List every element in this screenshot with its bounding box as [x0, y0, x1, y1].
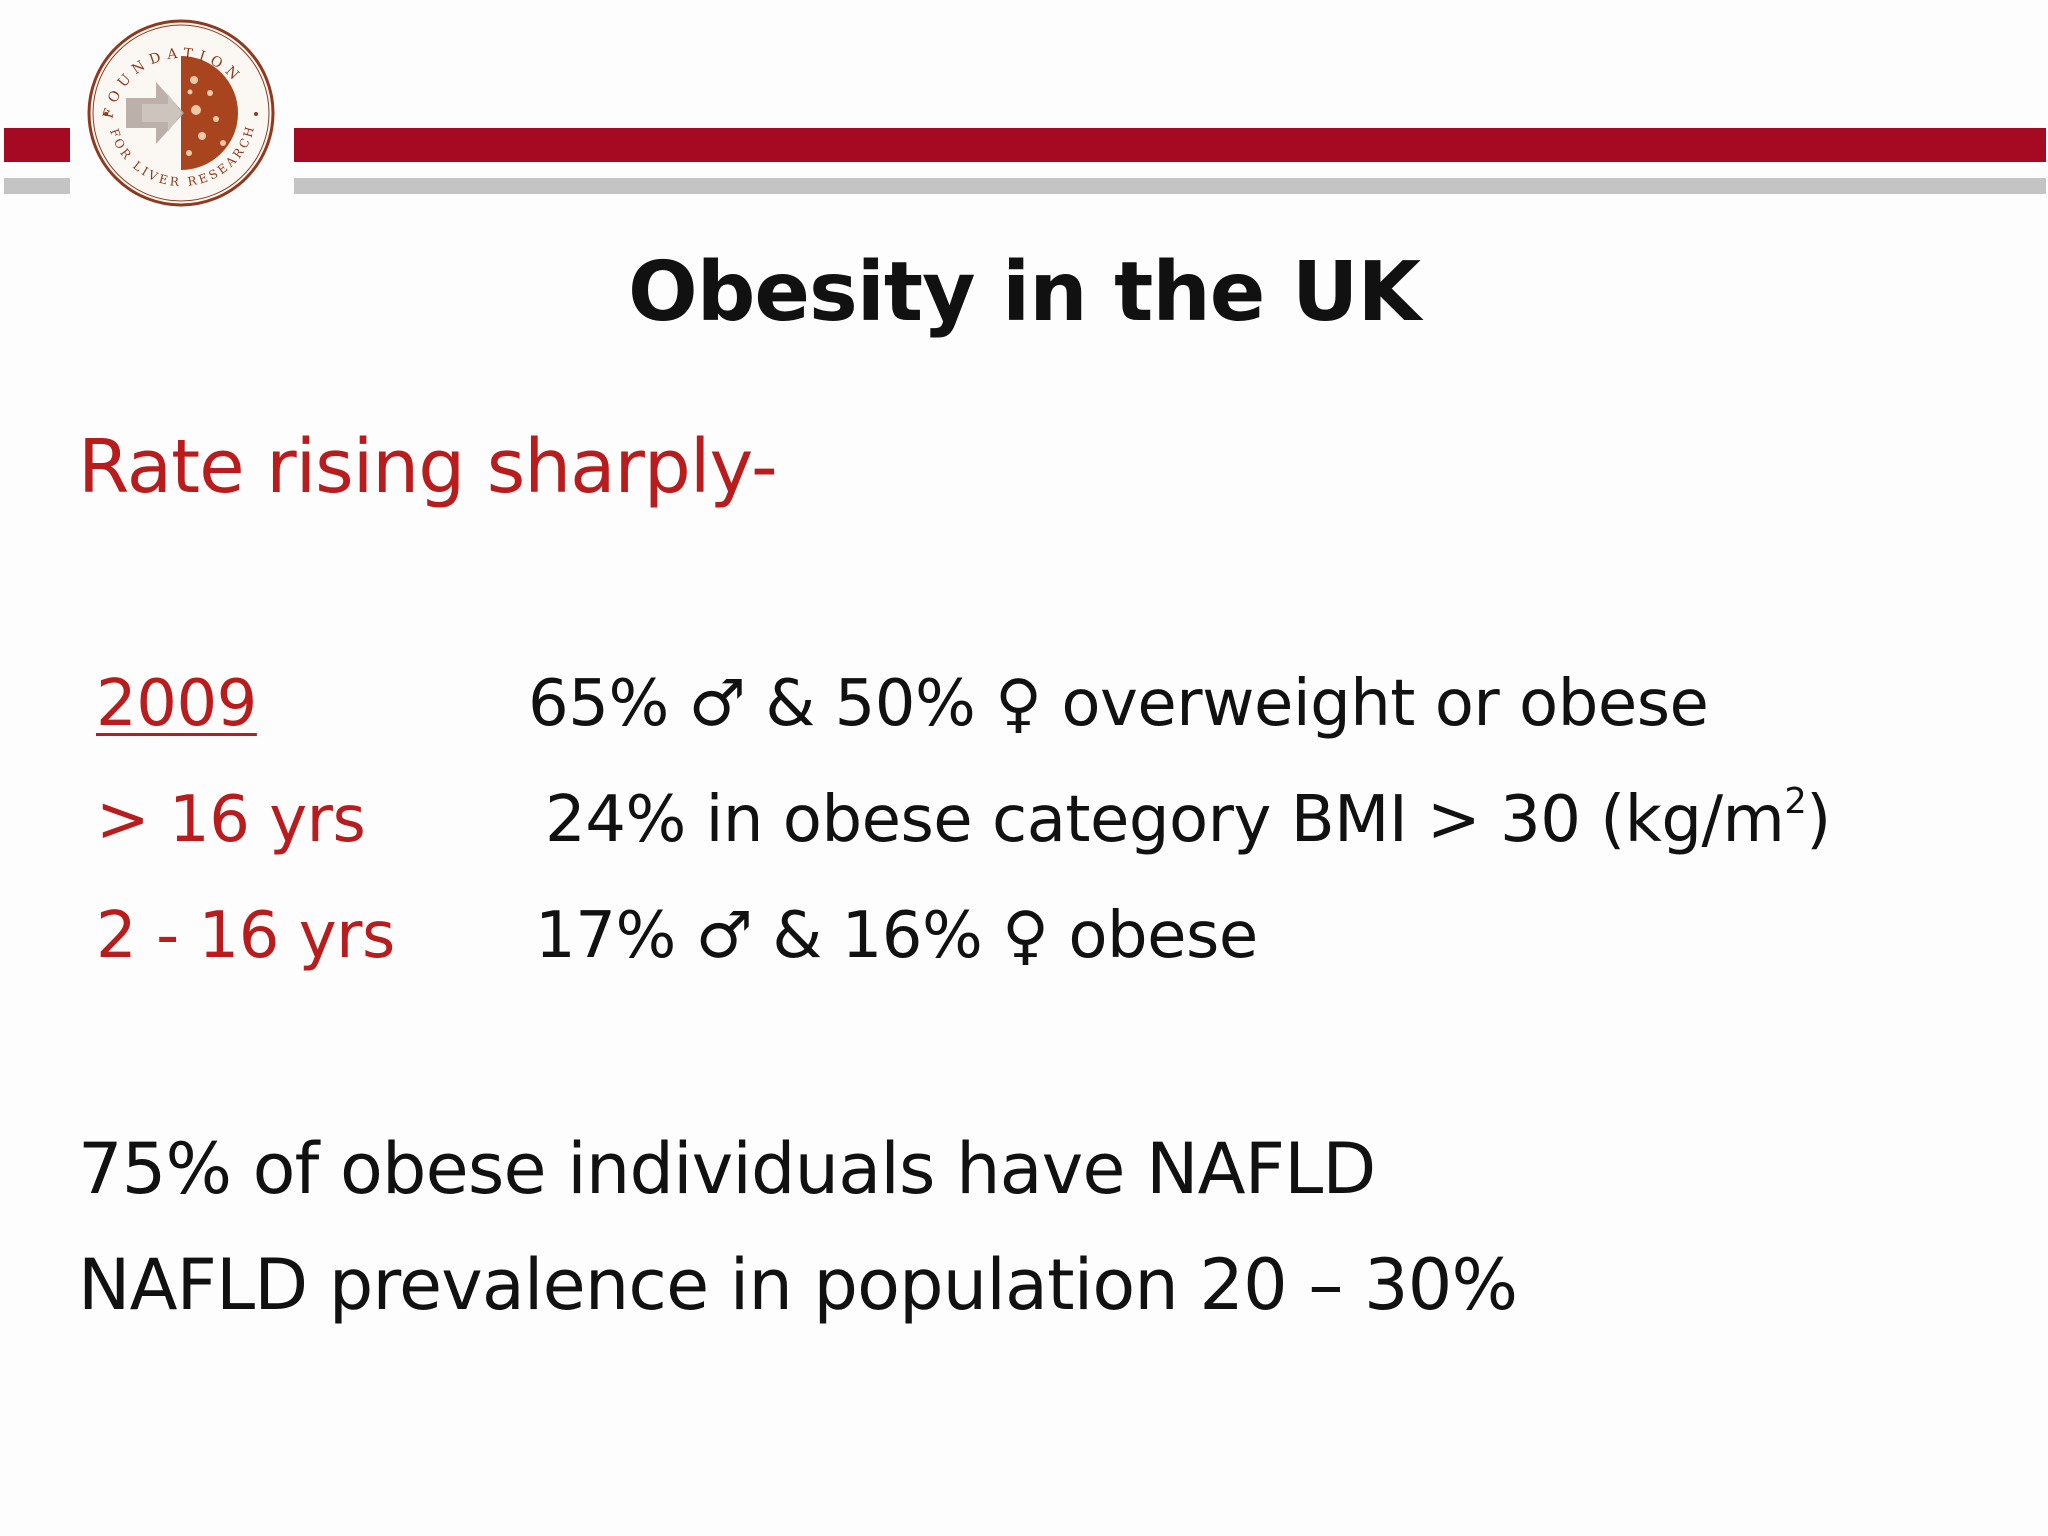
male-symbol-icon: ♂: [695, 899, 753, 973]
header-grey-bar-left: [4, 178, 70, 194]
row-value-2-16: 17% ♂ & 16% ♀ obese: [535, 904, 1258, 968]
foundation-logo: FOUNDATION FOR LIVER RESEARCH: [82, 18, 280, 208]
page-title: Obesity in the UK: [627, 245, 1421, 340]
header-grey-bar-right: [294, 178, 2046, 194]
logo-seal-icon: FOUNDATION FOR LIVER RESEARCH: [87, 19, 275, 207]
row-label-over-16: > 16 yrs: [96, 783, 366, 857]
row-value-mid: & 16%: [752, 899, 1003, 973]
header-red-bar-right: [294, 128, 2046, 162]
subtitle: Rate rising sharply-: [78, 424, 778, 510]
row-label-2-16: 2 - 16 yrs: [96, 899, 395, 973]
female-symbol-icon: ♀: [1002, 899, 1049, 973]
header-red-bar-left: [4, 128, 70, 162]
female-symbol-icon: ♀: [995, 667, 1042, 741]
row-value-over-16: 24% in obese category BMI > 30 (kg/m2): [545, 784, 1831, 852]
row-value-pre: 24% in obese category BMI > 30 (kg/m: [545, 783, 1785, 857]
row-value-pre: 17%: [535, 899, 696, 973]
male-symbol-icon: ♂: [688, 667, 746, 741]
row-value-post: obese: [1048, 899, 1258, 973]
row-value-mid: & 50%: [745, 667, 996, 741]
superscript: 2: [1784, 780, 1807, 822]
note-nafld-prevalence: NAFLD prevalence in population 20 – 30%: [78, 1244, 1518, 1326]
row-value-pre: 65%: [528, 667, 689, 741]
row-value-post: overweight or obese: [1041, 667, 1709, 741]
row-label-2009: 2009: [96, 667, 257, 741]
row-value-post: ): [1806, 783, 1831, 857]
row-value-2009: 65% ♂ & 50% ♀ overweight or obese: [528, 672, 1709, 736]
note-nafld-obese: 75% of obese individuals have NAFLD: [78, 1128, 1376, 1210]
